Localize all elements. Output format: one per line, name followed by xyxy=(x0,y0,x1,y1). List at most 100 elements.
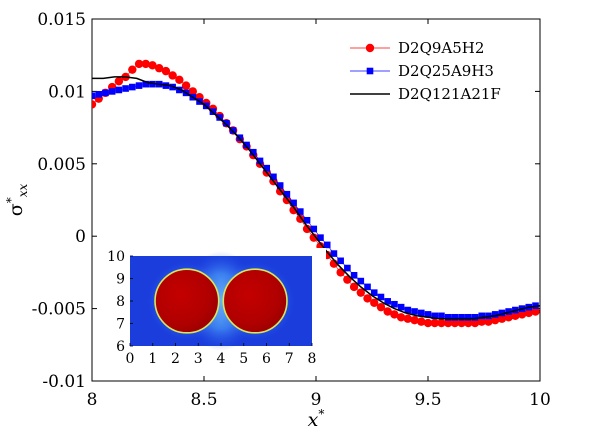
data-point xyxy=(188,87,197,96)
data-point xyxy=(236,134,244,142)
data-point xyxy=(524,308,533,318)
particle xyxy=(154,268,220,334)
data-point xyxy=(149,80,156,88)
data-point xyxy=(92,100,97,109)
x-tick-label: 8 xyxy=(87,390,98,410)
data-point xyxy=(485,312,492,320)
data-point xyxy=(444,313,452,321)
inset-y-tick-label: 10 xyxy=(107,249,125,265)
x-tick-label: 9.5 xyxy=(414,390,441,410)
data-point xyxy=(92,92,96,100)
data-point xyxy=(317,234,324,241)
data-point xyxy=(168,71,177,80)
x-tick-labels: 8 8.5 9 9.5 10 xyxy=(87,390,551,410)
inset-x-tick-label: 7 xyxy=(285,351,294,367)
inset-y-tick-label: 7 xyxy=(116,317,125,333)
data-point xyxy=(511,311,520,321)
data-point xyxy=(122,85,129,92)
y-tick-label: 0.01 xyxy=(48,82,86,102)
data-point xyxy=(391,300,398,308)
data-point xyxy=(129,83,136,91)
data-point xyxy=(464,318,473,328)
legend-item: D2Q9A5H2 xyxy=(350,39,484,57)
inset-x-tick-label: 4 xyxy=(217,351,226,367)
data-point xyxy=(430,318,439,328)
data-point xyxy=(135,82,143,89)
data-point xyxy=(216,114,223,121)
data-point xyxy=(263,164,271,172)
data-point xyxy=(504,313,513,322)
data-point xyxy=(364,283,371,291)
inset-y-tick-label: 8 xyxy=(116,294,125,310)
data-point xyxy=(357,277,365,285)
data-point xyxy=(323,241,331,249)
y-tick-labels: -0.01 -0.005 0 0.005 0.01 0.015 xyxy=(32,10,86,392)
data-point xyxy=(417,317,426,326)
data-point xyxy=(181,81,191,90)
inset-y-tick-label: 6 xyxy=(116,339,125,355)
data-point xyxy=(289,205,298,215)
data-point xyxy=(491,311,499,318)
data-point xyxy=(437,318,446,328)
data-point xyxy=(424,311,432,318)
inset-x-tick-label: 6 xyxy=(262,351,271,367)
x-tick-label: 10 xyxy=(529,390,551,410)
data-point xyxy=(404,306,412,314)
y-tick-label: -0.005 xyxy=(32,300,86,320)
y-tick-label: 0.005 xyxy=(37,155,86,175)
data-point xyxy=(148,61,157,70)
data-point xyxy=(431,312,439,320)
data-point xyxy=(397,303,405,311)
legend-label: D2Q121A21F xyxy=(398,85,501,103)
data-point xyxy=(95,90,103,98)
data-point xyxy=(396,313,406,322)
data-point xyxy=(376,302,386,312)
inset-y-tick-label: 9 xyxy=(116,272,125,288)
data-point xyxy=(410,315,419,325)
x-tick-label: 8.5 xyxy=(190,390,217,410)
inset-x-tick-label: 2 xyxy=(171,351,180,367)
data-point xyxy=(303,216,311,224)
particle xyxy=(222,268,288,334)
inset-x-tick-label: 1 xyxy=(148,351,157,367)
data-point xyxy=(477,317,486,326)
data-point xyxy=(108,88,116,95)
series-d2q25a9h3 xyxy=(92,80,539,321)
data-point xyxy=(128,65,137,74)
data-point xyxy=(471,313,479,321)
data-point xyxy=(175,75,184,85)
data-point xyxy=(423,318,433,328)
data-point xyxy=(243,141,250,149)
data-point xyxy=(458,313,465,321)
legend: D2Q9A5H2 D2Q25A9H3 D2Q121A21F xyxy=(350,39,501,103)
data-point xyxy=(384,298,391,305)
inset-x-tick-label: 8 xyxy=(308,351,317,367)
data-point xyxy=(377,293,385,301)
data-point xyxy=(155,64,164,73)
data-point xyxy=(141,59,150,69)
data-point xyxy=(451,313,459,321)
data-point xyxy=(438,312,445,320)
data-point xyxy=(478,312,486,320)
data-point xyxy=(297,208,304,215)
legend-label: D2Q9A5H2 xyxy=(398,39,484,57)
legend-marker xyxy=(366,67,374,75)
data-point xyxy=(229,127,237,134)
legend-label: D2Q25A9H3 xyxy=(398,62,494,80)
x-axis-label: x* xyxy=(308,407,325,431)
data-point xyxy=(337,257,344,265)
series-layer xyxy=(92,59,540,328)
data-point xyxy=(276,182,284,189)
axis-ticks xyxy=(91,18,541,382)
data-point xyxy=(403,314,413,323)
data-point xyxy=(270,173,277,181)
data-point xyxy=(344,264,351,272)
data-point xyxy=(176,86,183,94)
legend-marker xyxy=(365,43,375,53)
legend-item: D2Q121A21F xyxy=(350,85,501,103)
data-point xyxy=(370,298,379,308)
data-point xyxy=(470,318,480,328)
y-tick-label: -0.01 xyxy=(42,372,86,392)
y-tick-label: 0.015 xyxy=(37,10,86,30)
